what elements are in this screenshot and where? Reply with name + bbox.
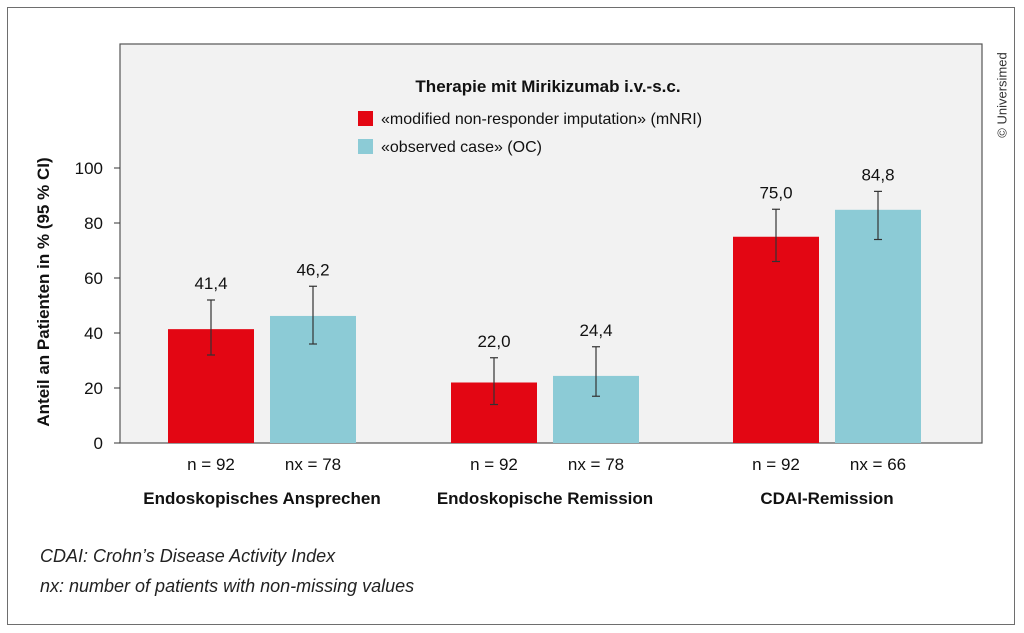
data-label: 22,0 xyxy=(477,332,510,351)
y-tick-label: 20 xyxy=(84,379,103,398)
bars xyxy=(168,190,921,443)
n-label: n = 92 xyxy=(752,455,800,474)
category-label: Endoskopische Remission xyxy=(437,489,653,508)
bar xyxy=(835,209,921,443)
data-label: 46,2 xyxy=(296,260,329,279)
legend: «modified non-responder imputation» (mNR… xyxy=(358,111,702,156)
n-label: nx = 78 xyxy=(568,455,624,474)
data-label: 24,4 xyxy=(579,321,612,340)
legend-entry: «modified non-responder imputation» (mNR… xyxy=(381,111,702,128)
n-label: nx = 78 xyxy=(285,455,341,474)
y-tick-label: 40 xyxy=(84,324,103,343)
n-label: n = 92 xyxy=(187,455,235,474)
legend-swatch xyxy=(358,111,373,126)
y-tick-label: 100 xyxy=(75,159,103,178)
category-label: Endoskopisches Ansprechen xyxy=(143,489,380,508)
data-label: 41,4 xyxy=(194,274,227,293)
y-tick-label: 0 xyxy=(94,434,103,453)
bar xyxy=(733,236,819,443)
legend-swatch xyxy=(358,139,373,154)
data-label: 75,0 xyxy=(759,183,792,202)
y-axis-label: Anteil an Patienten in % (95 % CI) xyxy=(34,157,53,426)
legend-entry: «observed case» (OC) xyxy=(381,139,542,156)
footnote-nx: nx: number of patients with non-missing … xyxy=(40,576,415,596)
n-label: nx = 66 xyxy=(850,455,906,474)
copyright-note: © Universimed xyxy=(994,52,1010,138)
category-label: CDAI-Remission xyxy=(760,489,893,508)
y-tick-label: 80 xyxy=(84,214,103,233)
n-label: n = 92 xyxy=(470,455,518,474)
footnote-cdai: CDAI: Crohn’s Disease Activity Index xyxy=(40,546,336,566)
chart-title: Therapie mit Mirikizumab i.v.-s.c. xyxy=(415,77,680,96)
labels: 41,4 n = 92 46,2 nx = 78 Endoskopisches Ansp… xyxy=(143,165,906,508)
data-label: 84,8 xyxy=(861,165,894,184)
y-axis: 0 20 40 60 80 100 xyxy=(75,159,120,453)
y-tick-label: 60 xyxy=(84,269,103,288)
